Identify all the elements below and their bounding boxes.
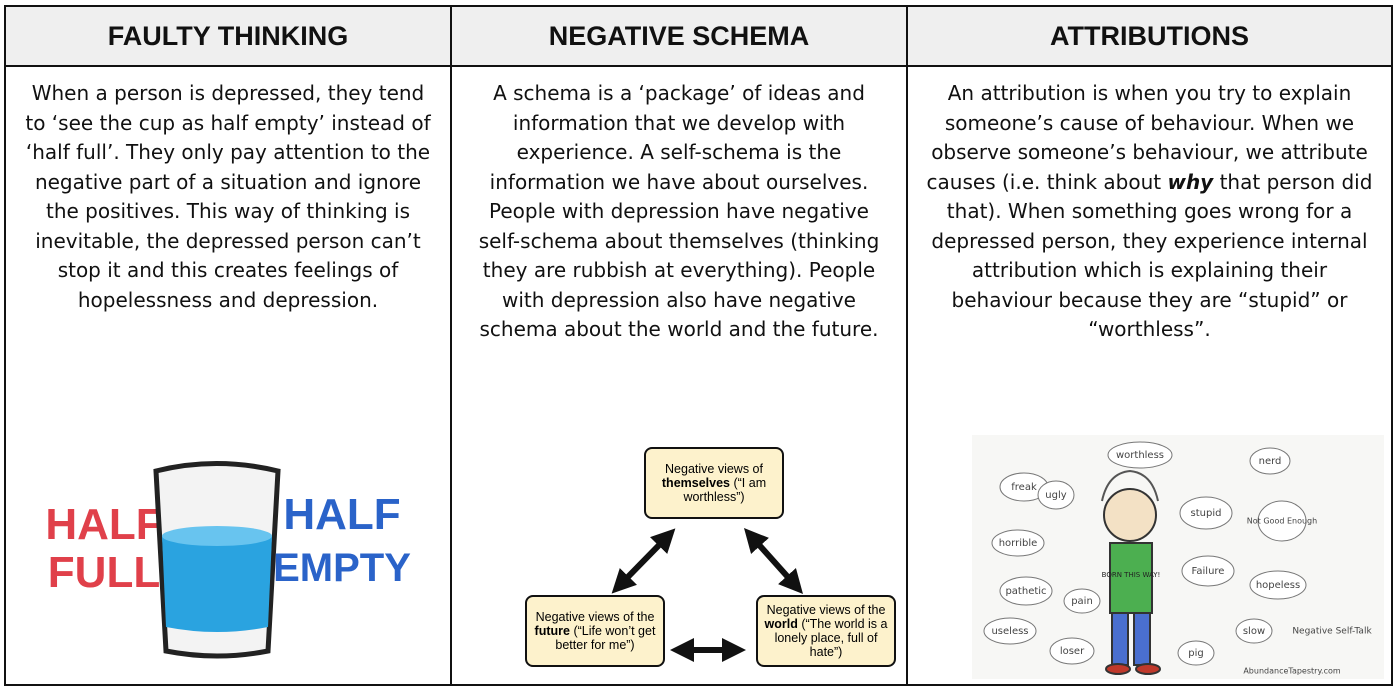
bubble-word: pig [1188,648,1203,659]
box-text: (“I am worthless”) [683,476,767,504]
diagram-box: Negative views of the future (“Life won’… [525,595,665,667]
box-text: future [534,624,570,638]
column-header: NEGATIVE SCHEMA [452,7,906,67]
diagram-box: Negative views of themselves (“I am wort… [644,447,784,519]
emphasis: why [1167,169,1214,194]
diagram-box: Negative views of the world (“The world … [756,595,896,667]
box-text: themselves [661,476,730,490]
image-label: HALF [283,490,400,539]
sketch-credit: AbundanceTapestry.com [1243,667,1341,676]
box-text: (“The world is a lonely place, full of h… [774,617,888,659]
self-talk-sketch: worthless freak ugly stupid nerd Not Goo… [972,435,1384,679]
box-text: world [764,617,798,631]
box-text: Negative views of [665,462,763,476]
speech-bubbles [983,441,1307,666]
column-text: An attribution is when you try to explai… [908,67,1391,345]
table: FAULTY THINKING When a person is depress… [4,5,1393,686]
column: FAULTY THINKING When a person is depress… [6,7,450,684]
figure [1101,469,1161,675]
arrow [611,528,676,594]
text-run: that person did that). When something go… [931,169,1373,342]
bubble-word: hopeless [1256,580,1300,591]
sketch-caption: Negative Self-Talk [1292,627,1372,637]
sketch-background [972,435,1384,679]
image-label: FULL [48,548,160,597]
triad-arrows [611,528,804,662]
image-label: HALF [46,500,163,549]
bubble-word: stupid [1191,508,1222,519]
column-header: ATTRIBUTIONS [908,7,1391,67]
bubble-word: useless [991,626,1028,637]
arrow [743,528,804,594]
box-text: Negative views of the [535,610,655,624]
bubble-word: Not Good Enough [1247,517,1317,526]
column-text: A schema is a ‘package’ of ideas and inf… [478,81,880,341]
bubble-word: nerd [1259,456,1282,467]
column: NEGATIVE SCHEMA A schema is a ‘package’ … [450,7,906,684]
bubble-word: pain [1071,596,1093,607]
bubble-word: ugly [1045,490,1066,501]
text-run: An attribution is when you try to explai… [926,81,1368,194]
bubble-word: slow [1243,626,1265,637]
bubble-word: horrible [999,538,1038,549]
box-text: Negative views of the [766,603,886,617]
box-text: (“Life won’t get better for me”) [555,624,656,652]
column: ATTRIBUTIONS An attribution is when you … [906,7,1391,684]
bubble-word: pathetic [1005,586,1046,597]
glass-illustration: HALF FULL HALF EMPTY [46,461,411,659]
bubble-word: Failure [1192,566,1225,577]
column-header: FAULTY THINKING [6,7,450,67]
water [162,531,272,632]
shirt-text: BORN THIS WAY! [1102,571,1161,579]
image-label: EMPTY [273,546,411,590]
water-surface [162,526,272,546]
bubble-word: worthless [1116,450,1164,461]
bubble-word: loser [1060,646,1085,657]
column-text: When a person is depressed, they tend to… [25,81,431,312]
bubble-word: freak [1011,482,1037,493]
